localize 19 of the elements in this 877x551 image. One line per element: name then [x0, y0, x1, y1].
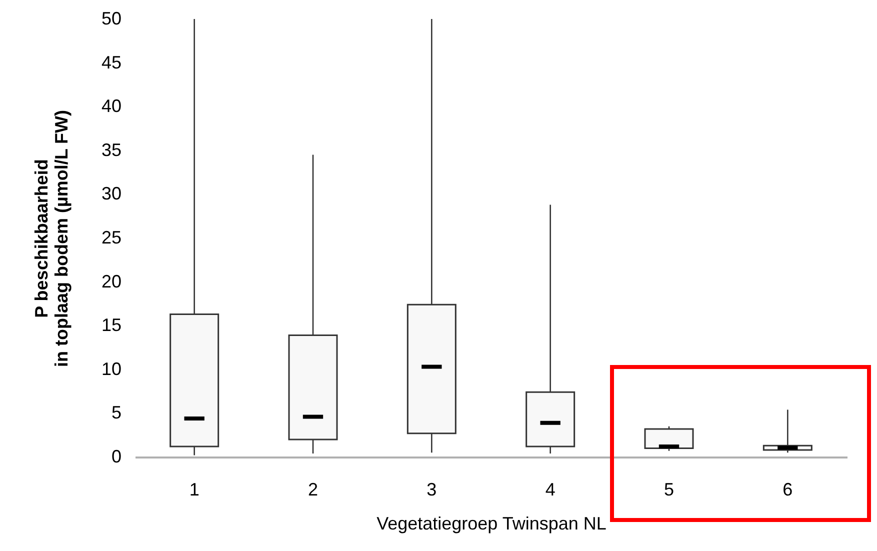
y-tick-label: 10 — [101, 358, 122, 379]
x-tick-label: 2 — [308, 480, 318, 500]
y-tick-label: 45 — [101, 52, 122, 72]
x-tick-label: 1 — [189, 480, 200, 500]
x-tick-label: 6 — [782, 480, 793, 500]
y-tick-label: 5 — [111, 402, 122, 423]
y-tick-label: 0 — [111, 446, 122, 466]
y-tick-label: 25 — [101, 228, 122, 248]
y-tick-label: 20 — [101, 271, 122, 292]
y-axis-title: P beschikbaarheid in toplaag bodem (µmol/L FW) — [31, 110, 72, 368]
y-tick-label: 40 — [101, 96, 122, 116]
y-tick-label: 15 — [101, 315, 122, 336]
y-tick-label: 50 — [101, 8, 122, 28]
x-tick-label: 5 — [664, 480, 674, 500]
x-tick-label: 4 — [545, 480, 556, 500]
x-tick-label: 3 — [426, 480, 437, 500]
y-tick-label: 30 — [101, 184, 122, 204]
y-tick-label: 35 — [101, 140, 122, 160]
x-axis-title: Vegetatiegroep Twinspan NL — [376, 514, 606, 534]
